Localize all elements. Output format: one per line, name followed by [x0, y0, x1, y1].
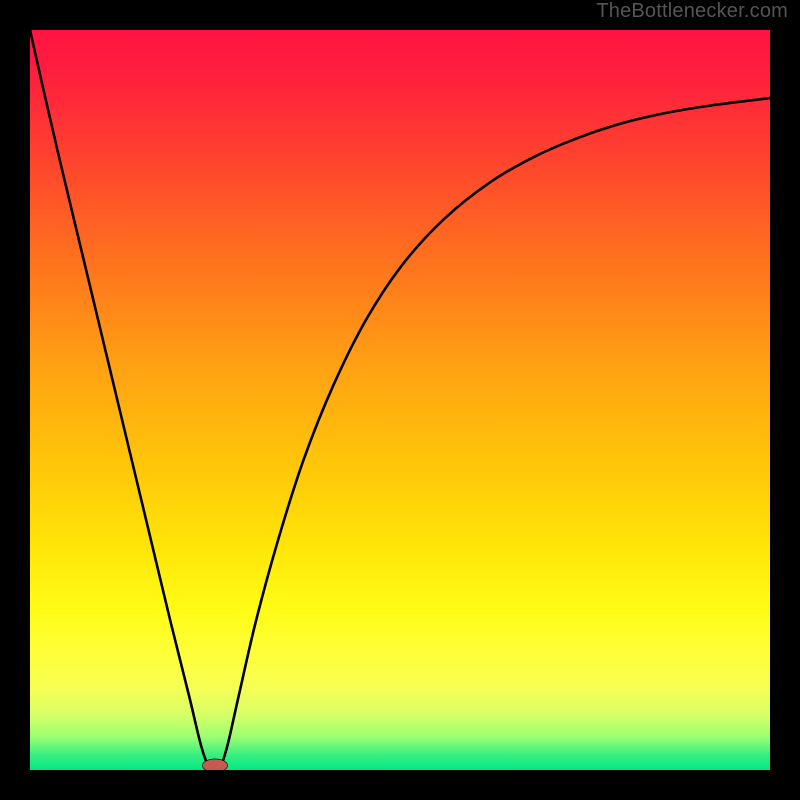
chart-svg	[30, 30, 770, 770]
gradient-background	[30, 30, 770, 770]
chart-container: TheBottlenecker.com	[0, 0, 800, 800]
plot-area	[30, 30, 770, 770]
optimum-marker	[202, 759, 227, 770]
attribution-text: TheBottlenecker.com	[596, 0, 788, 23]
